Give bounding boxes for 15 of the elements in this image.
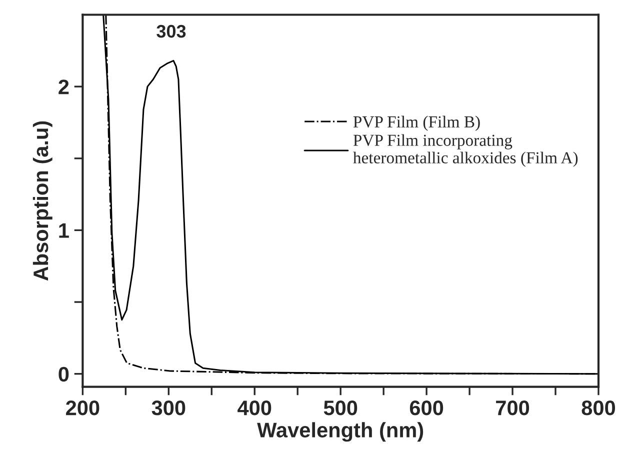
y-tick-label: 1	[59, 223, 69, 238]
x-tick-label: 600	[410, 400, 444, 416]
x-tick-label: 300	[152, 400, 186, 416]
x-axis-title: Wavelength (nm)	[257, 422, 424, 442]
y-axis-title: Absorption (a.u)	[32, 121, 52, 281]
x-tick-label: 500	[324, 400, 358, 416]
legend-label: PVP Film incorporating heterometallic alkoxides (Film A)	[353, 134, 578, 167]
x-tick-label: 200	[66, 400, 100, 416]
y-tick-label: 2	[58, 80, 69, 94]
x-tick-label: 400	[238, 400, 272, 416]
x-tick-label: 700	[496, 400, 530, 416]
legend-label: PVP Film (Film B)	[353, 116, 480, 131]
annotation: 303	[156, 24, 186, 38]
x-tick-label: 800	[582, 400, 616, 416]
y-tick-label: 0	[58, 366, 69, 382]
